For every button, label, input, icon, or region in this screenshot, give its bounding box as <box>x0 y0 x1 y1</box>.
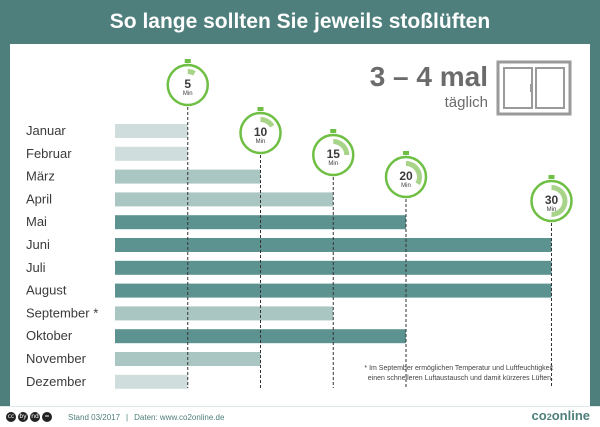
month-label-4: Mai <box>26 214 47 229</box>
timer-knob-30 <box>548 175 555 179</box>
bar-11 <box>115 374 188 389</box>
month-label-9: Oktober <box>26 328 73 343</box>
window-icon <box>496 60 572 116</box>
page-title: So lange sollten Sie jeweils stoßlüften <box>109 10 491 33</box>
timer-value-20: 20 <box>399 169 413 183</box>
timer-knob-10 <box>257 107 264 111</box>
equal-icon: = <box>42 412 52 422</box>
month-label-2: März <box>26 169 55 184</box>
bar-8 <box>115 306 334 321</box>
footnote-line-1: * Im September ermöglichen Temperatur un… <box>364 365 553 372</box>
month-label-8: September * <box>26 305 98 320</box>
timer-face-15 <box>322 144 345 166</box>
footnote-line-2: einen schnelleren Luftaustausch und dami… <box>368 375 553 382</box>
footer-bar: cc by nd = Stand 03/2017 | Daten: www.co… <box>0 406 600 427</box>
month-label-11: Dezember <box>26 374 87 389</box>
month-label-3: April <box>26 191 52 206</box>
timer-face-20 <box>395 166 417 188</box>
cc-icon: cc <box>6 412 16 422</box>
month-labels-group: Januar Februar März April Mai Juni Juli August S… <box>26 123 98 389</box>
timer-knob-20 <box>403 151 409 155</box>
timer-value-15: 15 <box>327 147 341 161</box>
brand-part-b: 2 <box>546 412 552 422</box>
brand-part-a: co <box>531 408 547 423</box>
brand-part-c: online <box>551 408 590 423</box>
month-label-10: November <box>26 351 87 366</box>
month-label-0: Januar <box>26 123 66 138</box>
timer-face-5 <box>176 74 199 96</box>
timer-value-30: 30 <box>545 193 559 207</box>
bar-3 <box>115 192 334 207</box>
timer-unit-15: Min <box>328 161 338 167</box>
timer-face-30 <box>540 190 563 212</box>
footnote: * Im September ermöglichen Temperatur un… <box>364 365 553 382</box>
timer-knob-5 <box>184 59 191 63</box>
timer-value-10: 10 <box>254 125 268 139</box>
timer-face-10 <box>249 122 272 144</box>
bar-2 <box>115 169 261 184</box>
timer-value-5: 5 <box>184 77 191 91</box>
timer-unit-30: Min <box>547 207 557 213</box>
month-label-6: Juli <box>26 260 46 275</box>
footer-info: cc by nd = Stand 03/2017 | Daten: www.co… <box>6 410 224 424</box>
header-bar: So lange sollten Sie jeweils stoßlüften <box>0 0 600 44</box>
timer-guides-group <box>187 107 552 388</box>
frequency-sub: täglich <box>445 94 488 111</box>
by-icon: by <box>18 412 28 422</box>
timer-unit-5: Min <box>183 91 193 97</box>
nd-icon: nd <box>30 412 40 422</box>
stand-text: Stand 03/2017 <box>68 412 121 422</box>
bar-7 <box>115 283 552 298</box>
footer-separator: | <box>126 412 129 422</box>
month-label-1: Februar <box>26 146 72 161</box>
bar-1 <box>115 146 188 161</box>
timer-knob-15 <box>330 129 337 133</box>
frequency-main: 3 – 4 mal <box>370 61 488 92</box>
timer-unit-20: Min <box>401 183 411 189</box>
timer-unit-10: Min <box>256 139 266 145</box>
brand-logo: co2online <box>532 408 590 423</box>
month-label-7: August <box>26 283 67 298</box>
source-link[interactable]: Daten: www.co2online.de <box>134 412 225 422</box>
month-label-5: Juni <box>26 237 50 252</box>
bar-0 <box>115 124 188 138</box>
frequency-block: 3 – 4 mal täglich <box>370 61 488 111</box>
